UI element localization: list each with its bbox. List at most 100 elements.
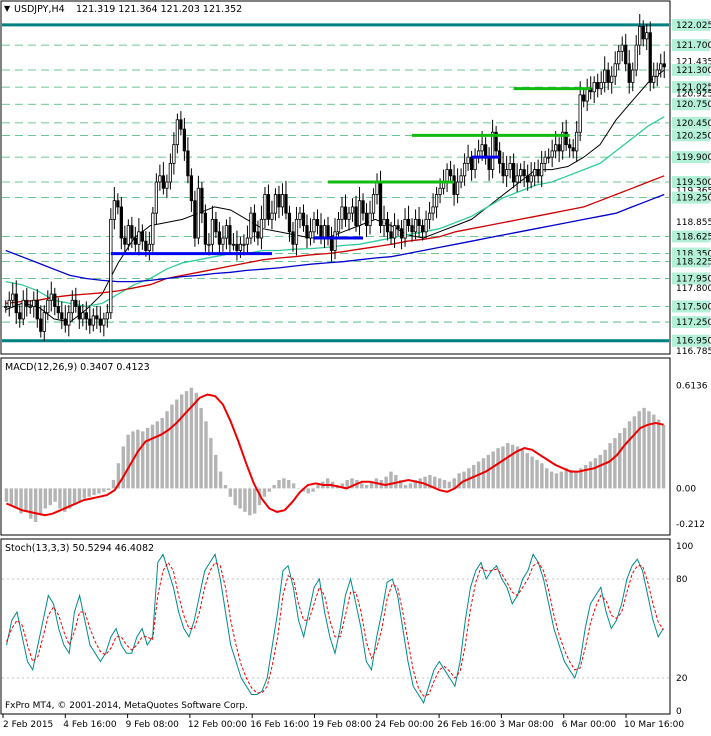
macd-bar [535,459,539,489]
candle-body [645,32,649,40]
macd-bar [111,480,116,489]
candle-body [382,218,386,226]
candle-body [319,225,323,239]
macd-panel-frame [0,357,671,536]
candle-body [638,26,642,46]
price-panel-frame [0,0,671,355]
stoch-main-line [6,552,664,704]
macd-panel[interactable] [4,387,666,522]
macd-bar [24,488,28,512]
candle-body [39,318,43,332]
candle-body [305,225,309,239]
candle-body [256,231,260,239]
candle-body [25,299,29,307]
macd-bar [433,476,437,489]
macd-bar [515,446,520,489]
price-tick-highlight [672,81,710,94]
candle-body [84,312,88,320]
candle-body [67,312,71,326]
macd-bar [501,446,505,489]
macd-bar [394,474,398,489]
candle-body [505,169,509,177]
candle-body [4,306,8,308]
macd-bar [311,488,315,492]
candle-body [249,212,253,239]
candle-body [224,225,229,239]
macd-bar [447,481,452,489]
macd-bar [364,485,369,489]
macd-bar [9,488,14,506]
candle-body [617,50,621,65]
collapse-arrow-icon[interactable]: ▼ [4,4,11,13]
macd-bar [194,392,198,489]
candle-body [291,231,295,245]
price-panel[interactable] [2,14,669,343]
symbol-label: USDJPY,H4 [14,4,65,15]
macd-tick-label: 0.00 [676,484,696,494]
price-tick-label: 119.250 [676,194,711,204]
candle-body [207,243,211,246]
macd-bar [564,468,568,489]
candle-body [203,212,208,245]
price-tick-label: 121.300 [676,66,711,76]
candle-body [228,225,232,245]
candle-body [326,225,330,239]
macd-bar [102,488,106,492]
macd-bar [165,411,169,489]
candle-body [550,150,554,158]
candle-body [259,218,264,239]
candle-body [455,181,460,195]
copyright-footer: FxPro MT4, © 2001-2014, MetaQuotes Softw… [5,701,248,711]
price-tick-highlight [672,18,710,31]
macd-bar [618,433,622,489]
candle-body [179,119,183,130]
macd-bar [179,394,184,489]
time-tick-label: 2 Feb 2015 [3,720,53,730]
candle-body [512,162,516,183]
price-tick-highlight [672,98,710,111]
candle-body [60,312,64,320]
candle-body [620,44,624,52]
price-tick-label: 121.025 [676,83,711,93]
candle-body [112,200,116,220]
macd-bar [223,485,228,489]
macd-bar [345,480,349,489]
macd-bar [598,454,602,489]
macd-bar [267,488,271,492]
macd-bar [389,471,393,489]
candle-body [109,218,113,314]
candle-body [350,206,355,214]
candle-body [655,69,659,77]
candle-body [389,231,393,239]
candle-body [589,88,593,93]
candle-body [578,94,582,133]
price-tick-label: 121.700 [676,41,711,51]
macd-bar [97,488,101,494]
candle-body [287,212,292,233]
time-tick-label: 6 Mar 00:00 [562,720,617,730]
candle-body [95,315,99,320]
candle-body [126,225,130,245]
candle-body [526,175,530,183]
macd-bar [554,473,559,489]
candle-body [56,306,60,314]
candle-body [399,228,404,239]
price-tick-label: 120.925 [676,89,711,99]
candle-body [196,187,201,239]
stoch-panel[interactable] [2,552,669,704]
candle-body [263,194,267,220]
candle-body [186,150,190,177]
candle-body [371,194,376,214]
macd-bar [452,478,456,489]
price-tick-highlight [672,272,710,285]
candle-body [28,306,32,308]
candle-body [137,231,141,245]
candle-body [21,299,25,320]
macd-tick-label: 0.6136 [676,381,708,391]
candle-body [294,218,299,245]
candle-body [130,225,134,239]
macd-bar [252,488,257,514]
stoch-tick-label: 0 [676,707,682,717]
